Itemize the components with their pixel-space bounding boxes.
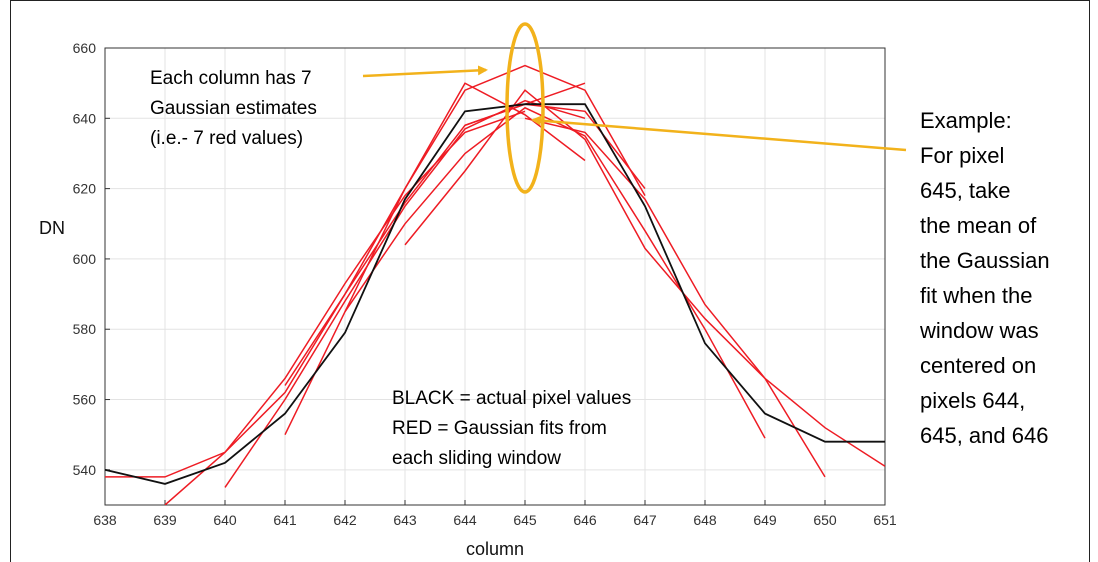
x-tick-label: 646 <box>573 512 597 528</box>
gaussian-fit-line <box>524 117 826 478</box>
annotation-center-line: RED = Gaussian fits from <box>392 418 607 439</box>
annotation-right-line: the mean of <box>920 213 1037 238</box>
axes-box <box>104 47 886 506</box>
annotation-arrow-right <box>531 115 907 152</box>
y-tick-label: 560 <box>73 392 97 408</box>
figure-frame <box>10 0 1090 562</box>
gaussian-fit-line <box>224 99 586 488</box>
annotation-right-line: pixels 644, <box>920 388 1025 413</box>
x-tick-label: 642 <box>333 512 357 528</box>
x-tick-label: 638 <box>93 512 117 528</box>
x-tick-label: 640 <box>213 512 237 528</box>
annotation-right-line: window was <box>919 318 1039 343</box>
gaussian-fit-line <box>105 103 646 478</box>
x-tick-label: 649 <box>753 512 777 528</box>
plot-area <box>105 48 885 505</box>
x-tick-label: 643 <box>393 512 417 528</box>
annotation-arrow-top <box>362 65 488 78</box>
highlight-ellipse <box>505 22 545 194</box>
x-tick-label: 644 <box>453 512 477 528</box>
annotation-center-line: each sliding window <box>392 448 561 469</box>
annotation-right-line: 645, and 646 <box>920 423 1048 448</box>
gaussian-fit-line <box>404 89 885 467</box>
x-tick-label: 639 <box>153 512 177 528</box>
annotation-top-left-line: Gaussian estimates <box>150 98 317 119</box>
y-tick-label: 640 <box>73 110 97 126</box>
annotation-right-line: the Gaussian <box>920 248 1050 273</box>
x-tick-label: 647 <box>633 512 657 528</box>
annotation-right-line: centered on <box>920 353 1036 378</box>
y-tick-label: 540 <box>73 462 97 478</box>
x-tick-label: 650 <box>813 512 837 528</box>
annotation-right-line: 645, take <box>920 178 1011 203</box>
x-tick-label: 648 <box>693 512 717 528</box>
annotation-top-left-line: (i.e.- 7 red values) <box>150 128 303 149</box>
actual-pixel-line <box>105 103 885 485</box>
annotation-top-left-line: Each column has 7 <box>150 68 312 89</box>
y-tick-label: 600 <box>73 251 97 267</box>
y-axis-label: DN <box>39 218 65 238</box>
annotation-right-line: For pixel <box>920 143 1004 168</box>
annotation-right-line: fit when the <box>920 283 1033 308</box>
x-axis-label: column <box>466 539 524 559</box>
y-tick-label: 620 <box>73 181 97 197</box>
annotation-center-line: BLACK = actual pixel values <box>392 388 631 409</box>
x-tick-label: 641 <box>273 512 297 528</box>
y-tick-label: 660 <box>73 40 97 56</box>
x-tick-label: 645 <box>513 512 537 528</box>
x-tick-label: 651 <box>873 512 897 528</box>
gaussian-fit-line <box>164 110 526 505</box>
annotation-right-line: Example: <box>920 108 1012 133</box>
y-tick-label: 580 <box>73 321 97 337</box>
